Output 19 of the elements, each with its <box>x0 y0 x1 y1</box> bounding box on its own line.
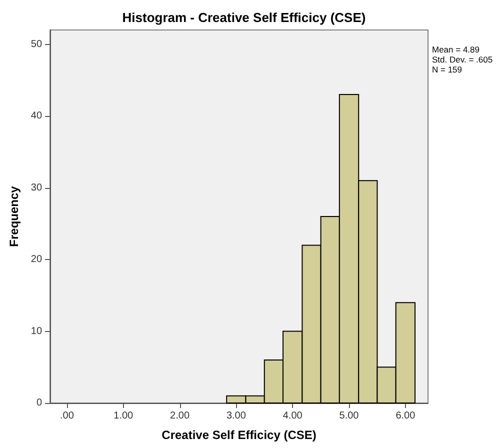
y-tick-label: 0 <box>36 398 42 408</box>
x-tick-label: 4.00 <box>282 410 303 422</box>
x-tick-label: 3.00 <box>226 410 246 422</box>
y-axis-title: Frequency <box>7 186 21 247</box>
chart-title: Histogram - Creative Self Efficicy (CSE) <box>122 10 366 25</box>
text: Mean = 4.89 <box>432 44 480 54</box>
x-tick-label: 2.00 <box>170 410 190 422</box>
y-tick-label: 50 <box>30 38 42 50</box>
x-tick-label: 1.00 <box>114 410 134 422</box>
text: Std. Dev. = .605 <box>432 54 493 64</box>
x-axis-title: Creative Self Efficicy (CSE) <box>162 428 316 442</box>
y-tick-label: 40 <box>30 110 42 122</box>
x-tick-label: .00 <box>60 410 74 422</box>
y-tick-label: 10 <box>30 326 42 337</box>
y-tick-label: 30 <box>30 182 42 194</box>
x-tick-label: 5.00 <box>339 410 360 422</box>
text: N = 159 <box>432 64 462 74</box>
x-tick-label: 6.00 <box>396 410 416 422</box>
y-tick-label: 20 <box>30 254 42 266</box>
